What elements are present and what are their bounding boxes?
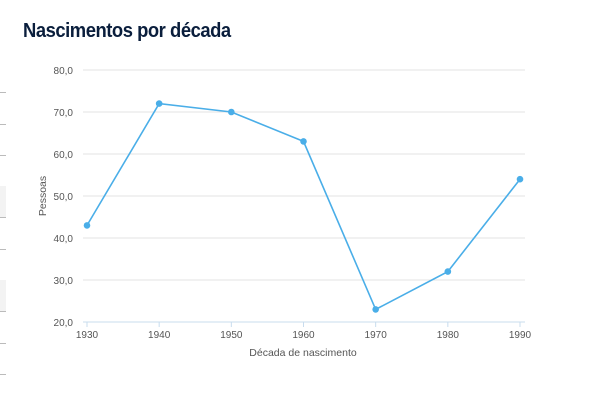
y-tick-label: 80,0: [54, 66, 74, 77]
data-point: [372, 306, 379, 313]
x-tick-label: 1980: [437, 330, 460, 341]
series-line: [86, 102, 521, 311]
x-tick-label: 1970: [365, 330, 388, 341]
data-point: [300, 138, 307, 145]
edge-tick: [0, 374, 6, 375]
edge-tick: [0, 92, 6, 93]
edge-tick: [0, 124, 6, 125]
y-tick-label: 20,0: [54, 318, 74, 329]
data-point: [83, 222, 91, 229]
edge-tick: [0, 249, 6, 250]
edge-block: [0, 280, 6, 311]
edge-tick: [0, 343, 6, 344]
edge-tick: [0, 217, 6, 218]
y-tick-label: 30,0: [54, 276, 74, 287]
chart-title: Nascimentos por década: [23, 20, 231, 42]
edge-tick: [0, 155, 6, 156]
x-tick-label: 1930: [76, 330, 99, 341]
y-tick-label: 50,0: [54, 192, 74, 203]
data-point: [444, 268, 452, 275]
y-axis-label: Pessoas: [37, 176, 49, 216]
y-tick-label: 40,0: [54, 234, 74, 245]
edge-block: [0, 186, 6, 217]
data-point: [228, 108, 235, 116]
y-tick-label: 60,0: [54, 150, 74, 161]
x-axis-label: Década de nascimento: [249, 347, 357, 359]
x-tick-label: 1940: [148, 330, 171, 341]
x-tick-label: 1950: [220, 330, 243, 341]
data-point: [155, 100, 163, 107]
x-tick-label: 1990: [509, 330, 532, 341]
y-tick-label: 70,0: [54, 108, 74, 119]
data-point: [516, 175, 524, 183]
edge-tick: [0, 311, 6, 312]
x-tick-label: 1960: [292, 330, 315, 341]
